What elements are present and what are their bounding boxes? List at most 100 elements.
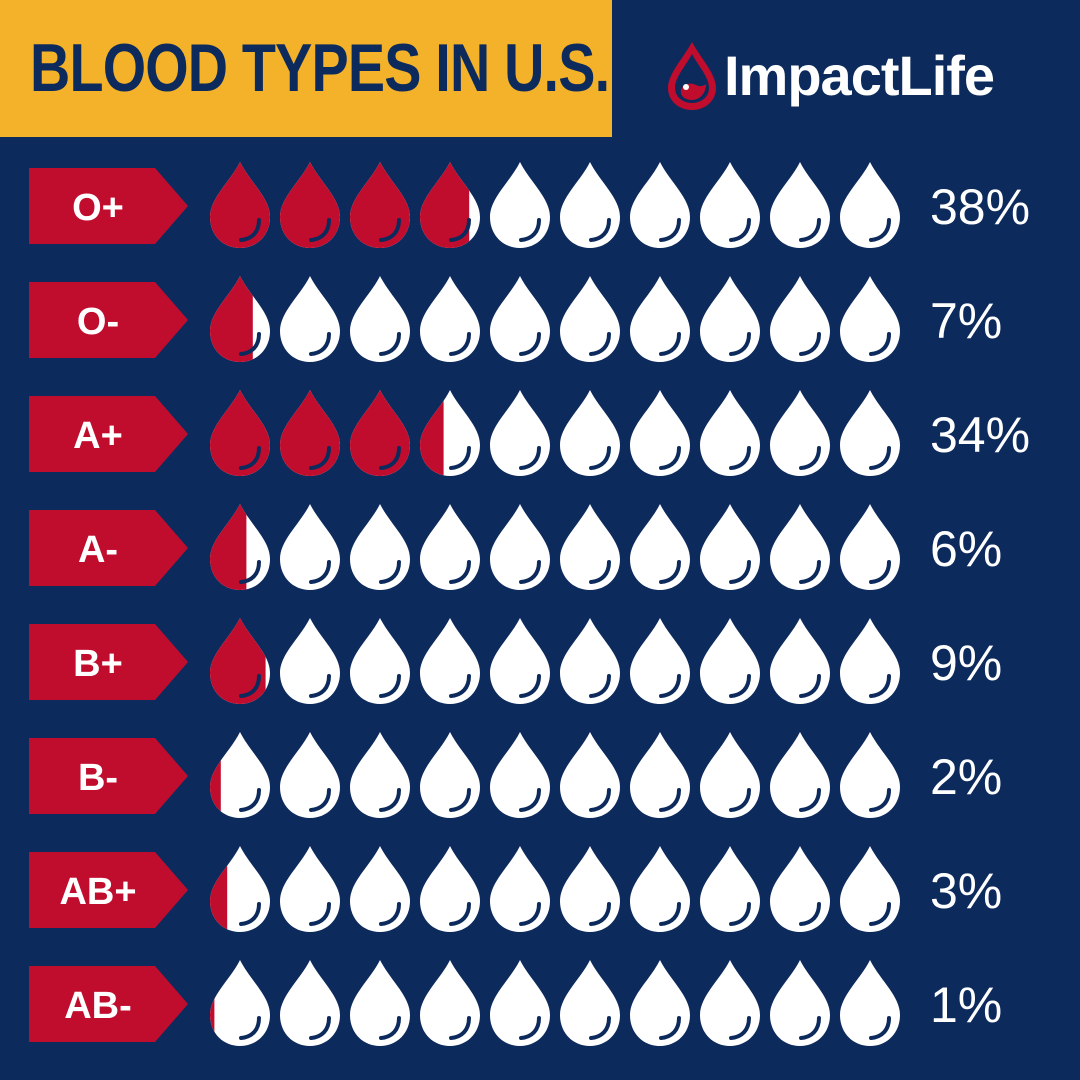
drop-shine xyxy=(659,218,681,242)
drop-shine xyxy=(379,674,401,698)
drop-shine xyxy=(449,218,471,242)
drop-base xyxy=(490,732,550,818)
blood-drop-icon xyxy=(420,618,480,704)
blood-drop-icon xyxy=(560,390,620,476)
percentage-label: 7% xyxy=(930,293,1002,349)
drop-base xyxy=(700,846,760,932)
blood-type-label: AB+ xyxy=(59,871,136,913)
blood-type-tag xyxy=(29,510,188,586)
drop-shine xyxy=(309,902,331,926)
drop-base xyxy=(630,960,690,1046)
drop-base xyxy=(490,390,550,476)
title-banner: BLOOD TYPES IN U.S. xyxy=(0,0,612,137)
percentage-label: 1% xyxy=(930,977,1002,1033)
drop-base xyxy=(770,504,830,590)
chart-row: O- 7% xyxy=(29,276,1002,362)
blood-drop-icon xyxy=(560,162,620,248)
drop-base xyxy=(770,618,830,704)
drop-shine xyxy=(589,332,611,356)
blood-type-tag xyxy=(29,738,188,814)
blood-drop-icon xyxy=(420,732,480,818)
drop-base xyxy=(630,504,690,590)
drop-shine xyxy=(659,560,681,584)
drop-shine xyxy=(239,902,261,926)
drop-base xyxy=(770,276,830,362)
blood-drop-icon xyxy=(700,732,760,818)
percentage-label: 34% xyxy=(930,407,1030,463)
blood-drop-icon xyxy=(560,276,620,362)
drop-fill xyxy=(210,618,266,704)
drop-shine xyxy=(519,674,541,698)
drop-base xyxy=(840,960,900,1046)
drop-base xyxy=(420,732,480,818)
drop-base xyxy=(700,732,760,818)
blood-drop-icon xyxy=(560,618,620,704)
blood-drop-icon xyxy=(490,732,550,818)
blood-drop-icon xyxy=(210,618,270,704)
drop-shine xyxy=(659,332,681,356)
drop-shine xyxy=(799,560,821,584)
blood-type-tag xyxy=(29,282,188,358)
drop-fill xyxy=(350,390,410,476)
drop-shine xyxy=(309,218,331,242)
logo-text: ImpactLife xyxy=(724,44,995,107)
drop-base xyxy=(770,846,830,932)
blood-drop-icon xyxy=(350,960,410,1046)
drop-fill xyxy=(280,162,340,248)
blood-drop-icon xyxy=(770,390,830,476)
chart-row: B- 2% xyxy=(29,732,1002,818)
blood-drop-icon xyxy=(700,504,760,590)
blood-drop-icon xyxy=(770,504,830,590)
drop-shine xyxy=(659,674,681,698)
blood-drop-icon xyxy=(490,960,550,1046)
drop-fill xyxy=(280,390,340,476)
chart-row: A- 6% xyxy=(29,504,1002,590)
blood-drop-icon xyxy=(350,732,410,818)
blood-type-tag xyxy=(29,966,188,1042)
blood-drop-icon xyxy=(560,960,620,1046)
drop-base xyxy=(280,960,340,1046)
drop-base xyxy=(700,960,760,1046)
drop-base xyxy=(490,162,550,248)
blood-drop-icon xyxy=(490,390,550,476)
drop-base xyxy=(420,960,480,1046)
drop-shine xyxy=(239,446,261,470)
drop-base xyxy=(490,846,550,932)
blood-type-label: O- xyxy=(77,301,119,343)
drop-shine xyxy=(379,446,401,470)
drop-shine xyxy=(379,218,401,242)
drop-shine xyxy=(239,788,261,812)
blood-drop-icon xyxy=(840,390,900,476)
drop-base xyxy=(490,960,550,1046)
drop-base xyxy=(700,390,760,476)
blood-drop-icon xyxy=(840,732,900,818)
blood-drop-icon xyxy=(700,846,760,932)
blood-drop-icon xyxy=(490,618,550,704)
chart-row: B+ 9% xyxy=(29,618,1002,704)
drop-shine xyxy=(869,674,891,698)
blood-drop-icon xyxy=(840,276,900,362)
drop-shine xyxy=(799,218,821,242)
blood-type-label: A+ xyxy=(73,415,123,457)
blood-type-label: AB- xyxy=(64,985,132,1027)
drop-shine xyxy=(449,332,471,356)
blood-drop-icon xyxy=(770,732,830,818)
blood-drop-icon xyxy=(350,276,410,362)
blood-drop-icon xyxy=(280,162,340,248)
drop-shine xyxy=(309,560,331,584)
blood-drop-icon xyxy=(280,504,340,590)
drop-base xyxy=(560,276,620,362)
blood-drop-icon xyxy=(280,618,340,704)
drop-shine xyxy=(449,788,471,812)
drop-base xyxy=(560,732,620,818)
blood-type-label: B+ xyxy=(73,643,123,685)
drop-base xyxy=(770,162,830,248)
drop-base xyxy=(630,732,690,818)
chart-row: AB- 1% xyxy=(29,960,1002,1046)
drop-base xyxy=(280,504,340,590)
drop-shine xyxy=(239,674,261,698)
blood-drop-icon xyxy=(210,960,270,1046)
drop-shine xyxy=(239,1016,261,1040)
blood-drop-icon xyxy=(630,390,690,476)
